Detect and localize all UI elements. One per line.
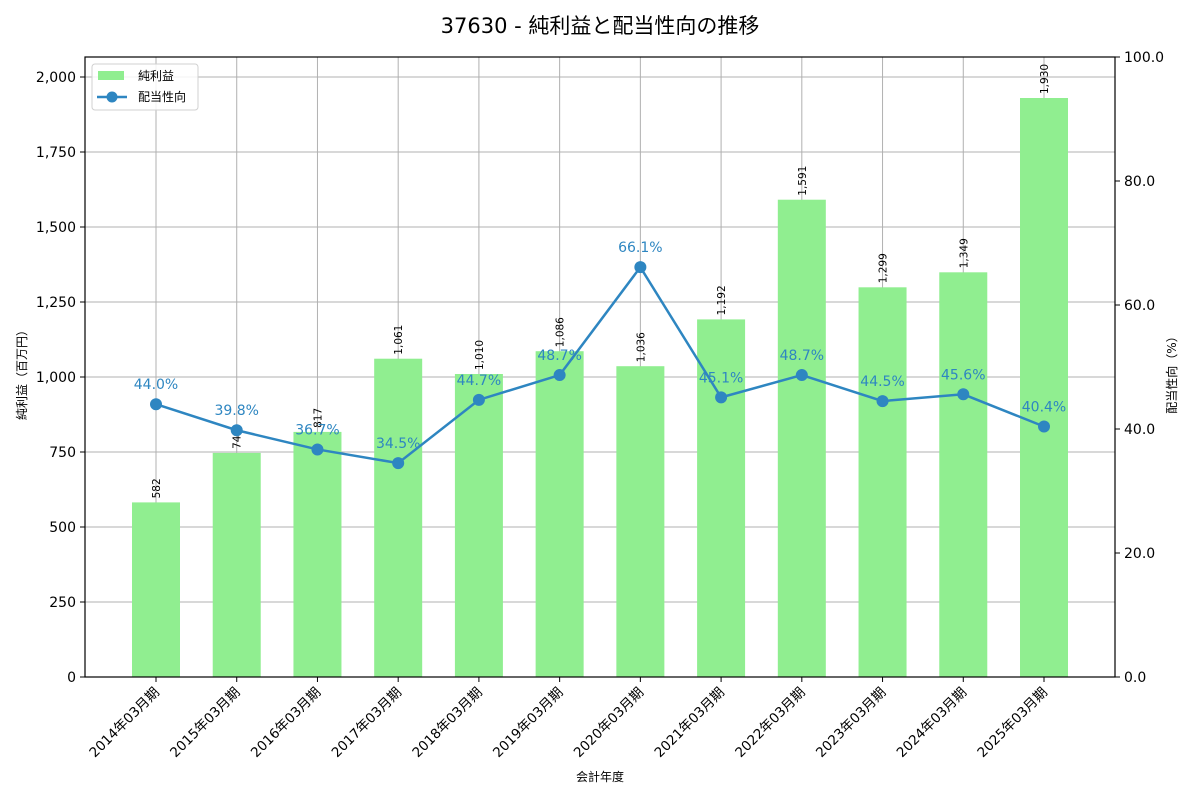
y-tick-label-left: 1,250 bbox=[36, 295, 76, 311]
y-tick-label-left: 0 bbox=[67, 670, 76, 686]
x-tick-label: 2016年03月期 bbox=[248, 685, 324, 761]
x-tick-label: 2018年03月期 bbox=[409, 685, 485, 761]
legend: 純利益 配当性向 bbox=[91, 63, 199, 111]
y-tick-label-left: 250 bbox=[49, 595, 76, 611]
line-marker bbox=[715, 391, 728, 404]
y-tick-label-left: 1,000 bbox=[36, 370, 76, 386]
line-marker bbox=[150, 398, 162, 411]
line-value-label: 48.7% bbox=[780, 348, 824, 364]
y-tick-label-right: 0.0 bbox=[1124, 670, 1146, 686]
y-tick-label-left: 1,500 bbox=[36, 220, 76, 236]
line-value-labels: 44.0% 39.8% 36.7% 34.5% 44.7% 48.7% 66.1% 45.1%… bbox=[134, 240, 1066, 452]
x-axis: 2014年03月期 2015年03月期 2016年03月期 2017年03月期 2018… bbox=[86, 677, 1051, 761]
line-marker bbox=[876, 395, 889, 408]
bar-value-label: 1,591 bbox=[797, 166, 809, 196]
bar bbox=[535, 351, 584, 677]
y-tick-label-left: 1,750 bbox=[36, 145, 76, 161]
x-tick-label: 2020年03月期 bbox=[571, 685, 647, 761]
y-axis-left-label: 純利益（百万円） bbox=[15, 324, 29, 420]
line-marker bbox=[311, 443, 324, 456]
plot-frame bbox=[84, 56, 1116, 678]
y-tick-label-left: 2,000 bbox=[36, 70, 76, 86]
line-marker bbox=[957, 388, 970, 401]
line-value-label: 39.8% bbox=[214, 403, 258, 419]
bar-value-label: 1,930 bbox=[1039, 64, 1051, 94]
x-tick-label: 2023年03月期 bbox=[813, 685, 889, 761]
line-marker bbox=[230, 424, 243, 437]
legend-marker-icon bbox=[106, 91, 118, 103]
bar-value-label: 1,061 bbox=[393, 325, 405, 355]
x-tick-label: 2019年03月期 bbox=[490, 685, 566, 761]
y-tick-label-left: 500 bbox=[49, 520, 76, 536]
line-marker bbox=[1038, 420, 1050, 433]
payout-line bbox=[155, 264, 1045, 465]
line-series-payout-ratio bbox=[150, 261, 1050, 470]
x-axis-label: 会計年度 bbox=[576, 769, 624, 784]
bar-series-net-income bbox=[132, 98, 1068, 677]
line-value-label: 36.7% bbox=[295, 422, 339, 438]
bar-value-label: 817 bbox=[312, 408, 324, 428]
bar-value-label: 74 bbox=[232, 435, 244, 449]
line-value-label: 45.1% bbox=[699, 370, 743, 386]
x-tick-label: 2021年03月期 bbox=[652, 685, 728, 761]
line-value-label: 66.1% bbox=[618, 240, 662, 256]
line-marker bbox=[553, 369, 566, 382]
line-value-label: 40.4% bbox=[1022, 400, 1066, 416]
line-marker bbox=[392, 457, 405, 470]
bar-value-label: 1,299 bbox=[878, 253, 890, 283]
x-tick-label: 2025年03月期 bbox=[974, 685, 1050, 761]
line-value-label: 44.5% bbox=[860, 374, 904, 390]
bar bbox=[374, 358, 423, 677]
bar bbox=[858, 287, 907, 677]
bar-value-label: 1,192 bbox=[716, 285, 728, 315]
bar bbox=[132, 502, 180, 677]
bar-value-label: 1,086 bbox=[555, 317, 567, 347]
x-tick-label: 2024年03月期 bbox=[894, 685, 970, 761]
y-tick-label-right: 20.0 bbox=[1124, 546, 1155, 562]
x-tick-label: 2017年03月期 bbox=[329, 685, 405, 761]
bar bbox=[1020, 98, 1068, 677]
y-tick-label-left: 750 bbox=[49, 445, 76, 461]
bar-value-label: 582 bbox=[151, 478, 163, 498]
y-tick-label-right: 100.0 bbox=[1124, 50, 1164, 66]
bar bbox=[293, 431, 342, 677]
bar bbox=[616, 366, 665, 677]
x-tick-label: 2015年03月期 bbox=[167, 685, 243, 761]
line-value-label: 48.7% bbox=[537, 348, 581, 364]
bar bbox=[212, 452, 261, 677]
bar-value-label: 1,349 bbox=[958, 238, 970, 268]
bar-value-label: 1,010 bbox=[474, 340, 486, 370]
y-axis-right: 0.0 20.0 40.0 60.0 80.0 100.0 bbox=[1115, 50, 1164, 686]
line-marker bbox=[472, 393, 485, 406]
bar bbox=[697, 319, 746, 677]
line-value-label: 34.5% bbox=[376, 436, 420, 452]
bar bbox=[777, 199, 826, 677]
line-marker bbox=[634, 261, 647, 274]
legend-label-net-income: 純利益 bbox=[138, 69, 174, 83]
y-axis-left: 0 250 500 750 1,000 1,250 1,500 1,750 2,000 bbox=[36, 70, 85, 686]
x-tick-label: 2022年03月期 bbox=[732, 685, 808, 761]
bar-value-labels: 582 74 817 1,061 1,010 1,086 1,036 1,192 1,591 1,… bbox=[151, 64, 1051, 498]
y-axis-right-label: 配当性向（%） bbox=[1164, 330, 1179, 413]
line-value-label: 44.0% bbox=[134, 377, 178, 393]
bar bbox=[939, 272, 988, 677]
legend-bar-swatch-icon bbox=[98, 71, 124, 80]
y-tick-label-right: 60.0 bbox=[1124, 298, 1155, 314]
bar-value-label: 1,036 bbox=[635, 332, 647, 362]
line-value-label: 45.6% bbox=[941, 367, 985, 383]
y-tick-label-right: 80.0 bbox=[1124, 174, 1155, 190]
chart-title: 37630 - 純利益と配当性向の推移 bbox=[441, 14, 760, 38]
y-tick-label-right: 40.0 bbox=[1124, 422, 1155, 438]
bar bbox=[454, 374, 503, 677]
x-tick-label: 2014年03月期 bbox=[86, 685, 162, 761]
line-marker bbox=[795, 369, 808, 382]
legend-label-payout-ratio: 配当性向 bbox=[138, 89, 186, 104]
line-value-label: 44.7% bbox=[457, 373, 501, 389]
